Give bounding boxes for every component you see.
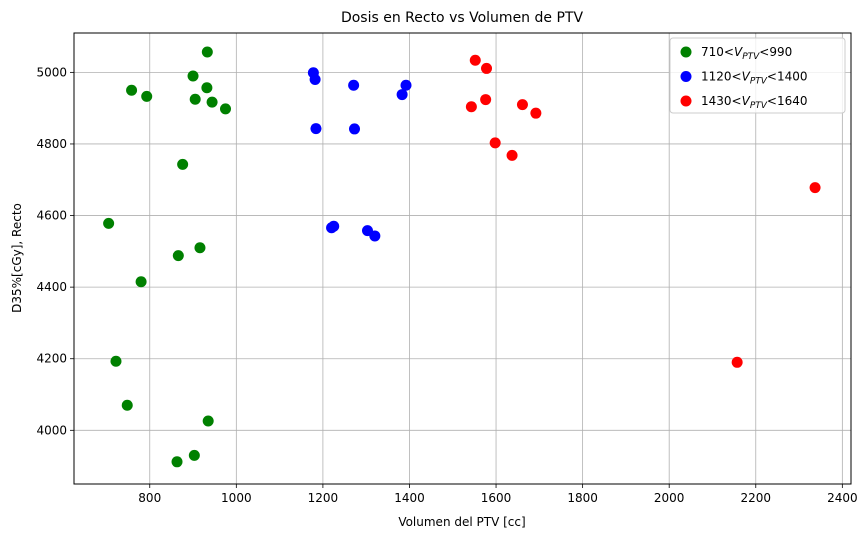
legend-marker	[680, 46, 692, 58]
data-point	[141, 90, 153, 102]
data-point	[187, 70, 199, 82]
data-point	[480, 94, 492, 106]
data-point	[110, 355, 122, 367]
data-point	[201, 82, 213, 94]
data-points	[103, 46, 821, 468]
axis-ticks: 800 1000 1200 1400 1600 1800 2000 2200 2400 4000 4…	[36, 65, 857, 505]
data-point	[206, 96, 218, 108]
data-point	[171, 456, 183, 468]
x-tick-label: 2400	[827, 491, 858, 505]
data-point	[103, 217, 115, 229]
legend-label: 1120<VPTV<1400	[701, 70, 808, 87]
data-point	[530, 107, 542, 119]
y-tick-label: 4600	[36, 209, 67, 223]
x-tick-label: 800	[138, 491, 161, 505]
data-point	[188, 449, 200, 461]
data-point	[489, 137, 501, 149]
y-tick-label: 4400	[36, 280, 67, 294]
data-point	[172, 250, 184, 262]
x-axis-label: Volumen del PTV [cc]	[398, 515, 525, 529]
data-point	[201, 46, 213, 58]
data-point	[516, 99, 528, 111]
data-point	[469, 54, 481, 66]
data-point	[121, 399, 133, 411]
plot-frame	[73, 32, 852, 485]
y-tick-label: 4200	[36, 352, 67, 366]
y-axis-label: D35%[cGy], Recto	[10, 203, 24, 313]
legend-marker	[680, 95, 692, 107]
data-point	[400, 79, 412, 91]
x-tick-label: 1200	[308, 491, 339, 505]
data-point	[126, 84, 138, 96]
x-tick-label: 2000	[654, 491, 685, 505]
x-tick-label: 1400	[394, 491, 425, 505]
data-point	[506, 149, 518, 161]
x-tick-label: 1600	[481, 491, 512, 505]
data-point	[189, 93, 201, 105]
y-tick-label: 4000	[36, 423, 67, 437]
data-point	[481, 62, 493, 74]
legend: 710<VPTV<990 1120<VPTV<1400 1430<VPTV<1640	[669, 37, 846, 114]
legend-marker	[680, 71, 692, 82]
data-point	[348, 79, 360, 91]
data-point	[310, 123, 322, 135]
x-tick-label: 1800	[567, 491, 598, 505]
data-point	[177, 158, 189, 170]
data-point	[202, 415, 214, 427]
data-point	[369, 230, 381, 242]
legend-label: 710<VPTV<990	[701, 45, 792, 62]
x-tick-label: 2200	[740, 491, 771, 505]
data-point	[328, 220, 340, 232]
y-tick-label: 4800	[36, 137, 67, 151]
data-point	[396, 89, 408, 101]
data-point	[348, 123, 360, 135]
x-tick-label: 1000	[221, 491, 252, 505]
data-point	[731, 356, 743, 368]
data-point	[309, 74, 321, 86]
data-point	[465, 101, 477, 113]
legend-box	[669, 37, 846, 114]
data-point	[220, 103, 232, 115]
data-point	[194, 242, 206, 254]
data-point	[135, 276, 147, 288]
data-point	[809, 182, 821, 194]
legend-label: 1430<VPTV<1640	[701, 94, 808, 111]
chart-title: Dosis en Recto vs Volumen de PTV	[341, 10, 583, 26]
y-tick-label: 5000	[36, 65, 67, 79]
